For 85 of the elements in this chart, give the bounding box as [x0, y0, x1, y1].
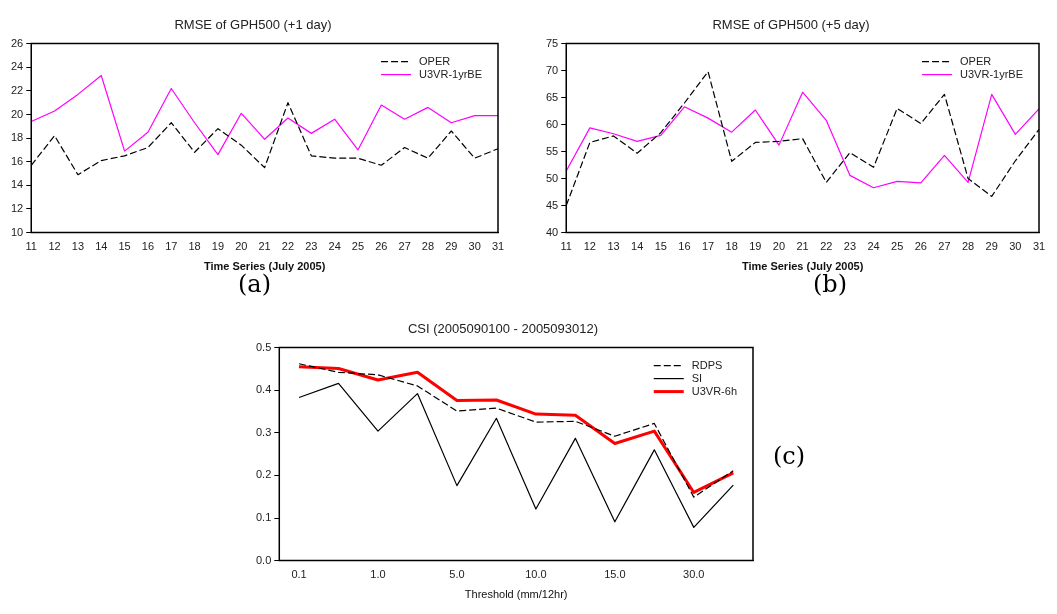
- x-tick-label: 12: [583, 240, 596, 253]
- x-tick-label: 15: [654, 240, 667, 253]
- x-tick-label: 11: [560, 240, 572, 253]
- x-tick-label: 5.0: [449, 568, 465, 581]
- x-tick-label: 17: [701, 240, 715, 253]
- x-tick-label: 30.0: [683, 568, 705, 581]
- y-tick-label: 0.2: [255, 468, 272, 481]
- x-axis-title: Threshold (mm/12hr): [464, 588, 568, 601]
- x-tick-label: 19: [211, 240, 225, 253]
- legend-label: U3VR-1yrBE: [419, 67, 483, 80]
- legend-label: U3VR-6h: [691, 384, 738, 397]
- x-tick-label: 16: [678, 240, 691, 253]
- legend-label: SI: [691, 371, 703, 384]
- legend-label: RDPS: [691, 358, 723, 371]
- x-tick-label: 18: [725, 240, 738, 253]
- x-tick-label: 27: [938, 240, 951, 253]
- x-tick-label: 19: [749, 240, 762, 253]
- y-tick-label: 22: [10, 83, 24, 96]
- x-tick-label: 14: [95, 240, 108, 253]
- y-tick-label: 0.5: [255, 340, 272, 353]
- x-tick-label: 27: [398, 240, 411, 253]
- y-tick-label: 70: [545, 63, 559, 76]
- x-tick-label: 10.0: [525, 568, 547, 581]
- y-tick-label: 65: [545, 90, 559, 103]
- x-tick-label: 29: [445, 240, 458, 253]
- legend-label: OPER: [419, 54, 451, 67]
- x-tick-label: 13: [71, 240, 85, 253]
- y-tick-label: 55: [545, 144, 559, 157]
- y-tick-label: 50: [545, 171, 559, 184]
- x-tick-label: 26: [914, 240, 927, 253]
- legend-label: OPER: [960, 54, 992, 67]
- x-tick-label: 28: [961, 240, 975, 253]
- text: (c): [773, 442, 806, 470]
- x-tick-label: 18: [188, 240, 201, 253]
- x-tick-label: 25: [351, 240, 365, 253]
- y-tick-label: 12: [10, 202, 24, 215]
- x-tick-label: 22: [281, 240, 295, 253]
- x-tick-label: 20: [772, 240, 786, 253]
- y-tick-label: 0.4: [255, 383, 272, 396]
- x-tick-label: 26: [375, 240, 388, 253]
- y-tick-label: 16: [10, 154, 24, 167]
- x-tick-label: 24: [328, 240, 341, 253]
- x-tick-label: 29: [985, 240, 998, 253]
- x-tick-label: 31: [491, 240, 505, 253]
- x-tick-label: 23: [843, 240, 857, 253]
- x-tick-label: 0.1: [291, 568, 307, 581]
- y-tick-label: 0.1: [255, 511, 272, 524]
- y-tick-label: 45: [545, 198, 559, 211]
- chart-title: RMSE of GPH500 (+1 day): [174, 17, 332, 33]
- y-tick-label: 20: [10, 107, 24, 120]
- x-tick-label: 12: [48, 240, 61, 253]
- y-tick-label: 26: [10, 36, 24, 49]
- chart-title: CSI (2005090100 - 2005093012): [407, 321, 599, 337]
- y-tick-label: 18: [10, 131, 24, 144]
- x-tick-label: 30: [1009, 240, 1022, 253]
- x-tick-label: 22: [820, 240, 833, 253]
- x-tick-label: 15.0: [604, 568, 626, 581]
- x-axis-title: Time Series (July 2005): [741, 260, 864, 273]
- x-tick-label: 21: [258, 240, 271, 253]
- x-tick-label: 1.0: [370, 568, 386, 581]
- x-tick-label: 30: [468, 240, 481, 253]
- x-tick-label: 20: [235, 240, 248, 253]
- x-tick-label: 13: [607, 240, 620, 253]
- y-tick-label: 60: [545, 117, 559, 130]
- x-tick-label: 17: [165, 240, 178, 253]
- x-tick-label: 11: [25, 240, 37, 253]
- x-axis-title: Time Series (July 2005): [203, 260, 326, 273]
- x-tick-label: 31: [1032, 240, 1046, 253]
- legend-label: U3VR-1yrBE: [960, 67, 1024, 80]
- x-tick-label: 15: [118, 240, 131, 253]
- x-tick-label: 28: [421, 240, 435, 253]
- x-tick-label: 21: [796, 240, 809, 253]
- x-tick-label: 23: [305, 240, 318, 253]
- y-tick-label: 40: [545, 225, 559, 238]
- y-tick-label: 24: [10, 60, 24, 73]
- y-tick-label: 75: [545, 36, 559, 49]
- chart-title: RMSE of GPH500 (+5 day): [712, 17, 870, 33]
- x-tick-label: 16: [141, 240, 155, 253]
- x-tick-label: 14: [631, 240, 644, 253]
- y-tick-label: 0.0: [255, 553, 272, 566]
- y-tick-label: 10: [10, 225, 24, 238]
- x-tick-label: 24: [867, 240, 880, 253]
- y-tick-label: 0.3: [255, 425, 272, 438]
- y-tick-label: 14: [10, 178, 24, 191]
- x-tick-label: 25: [891, 240, 904, 253]
